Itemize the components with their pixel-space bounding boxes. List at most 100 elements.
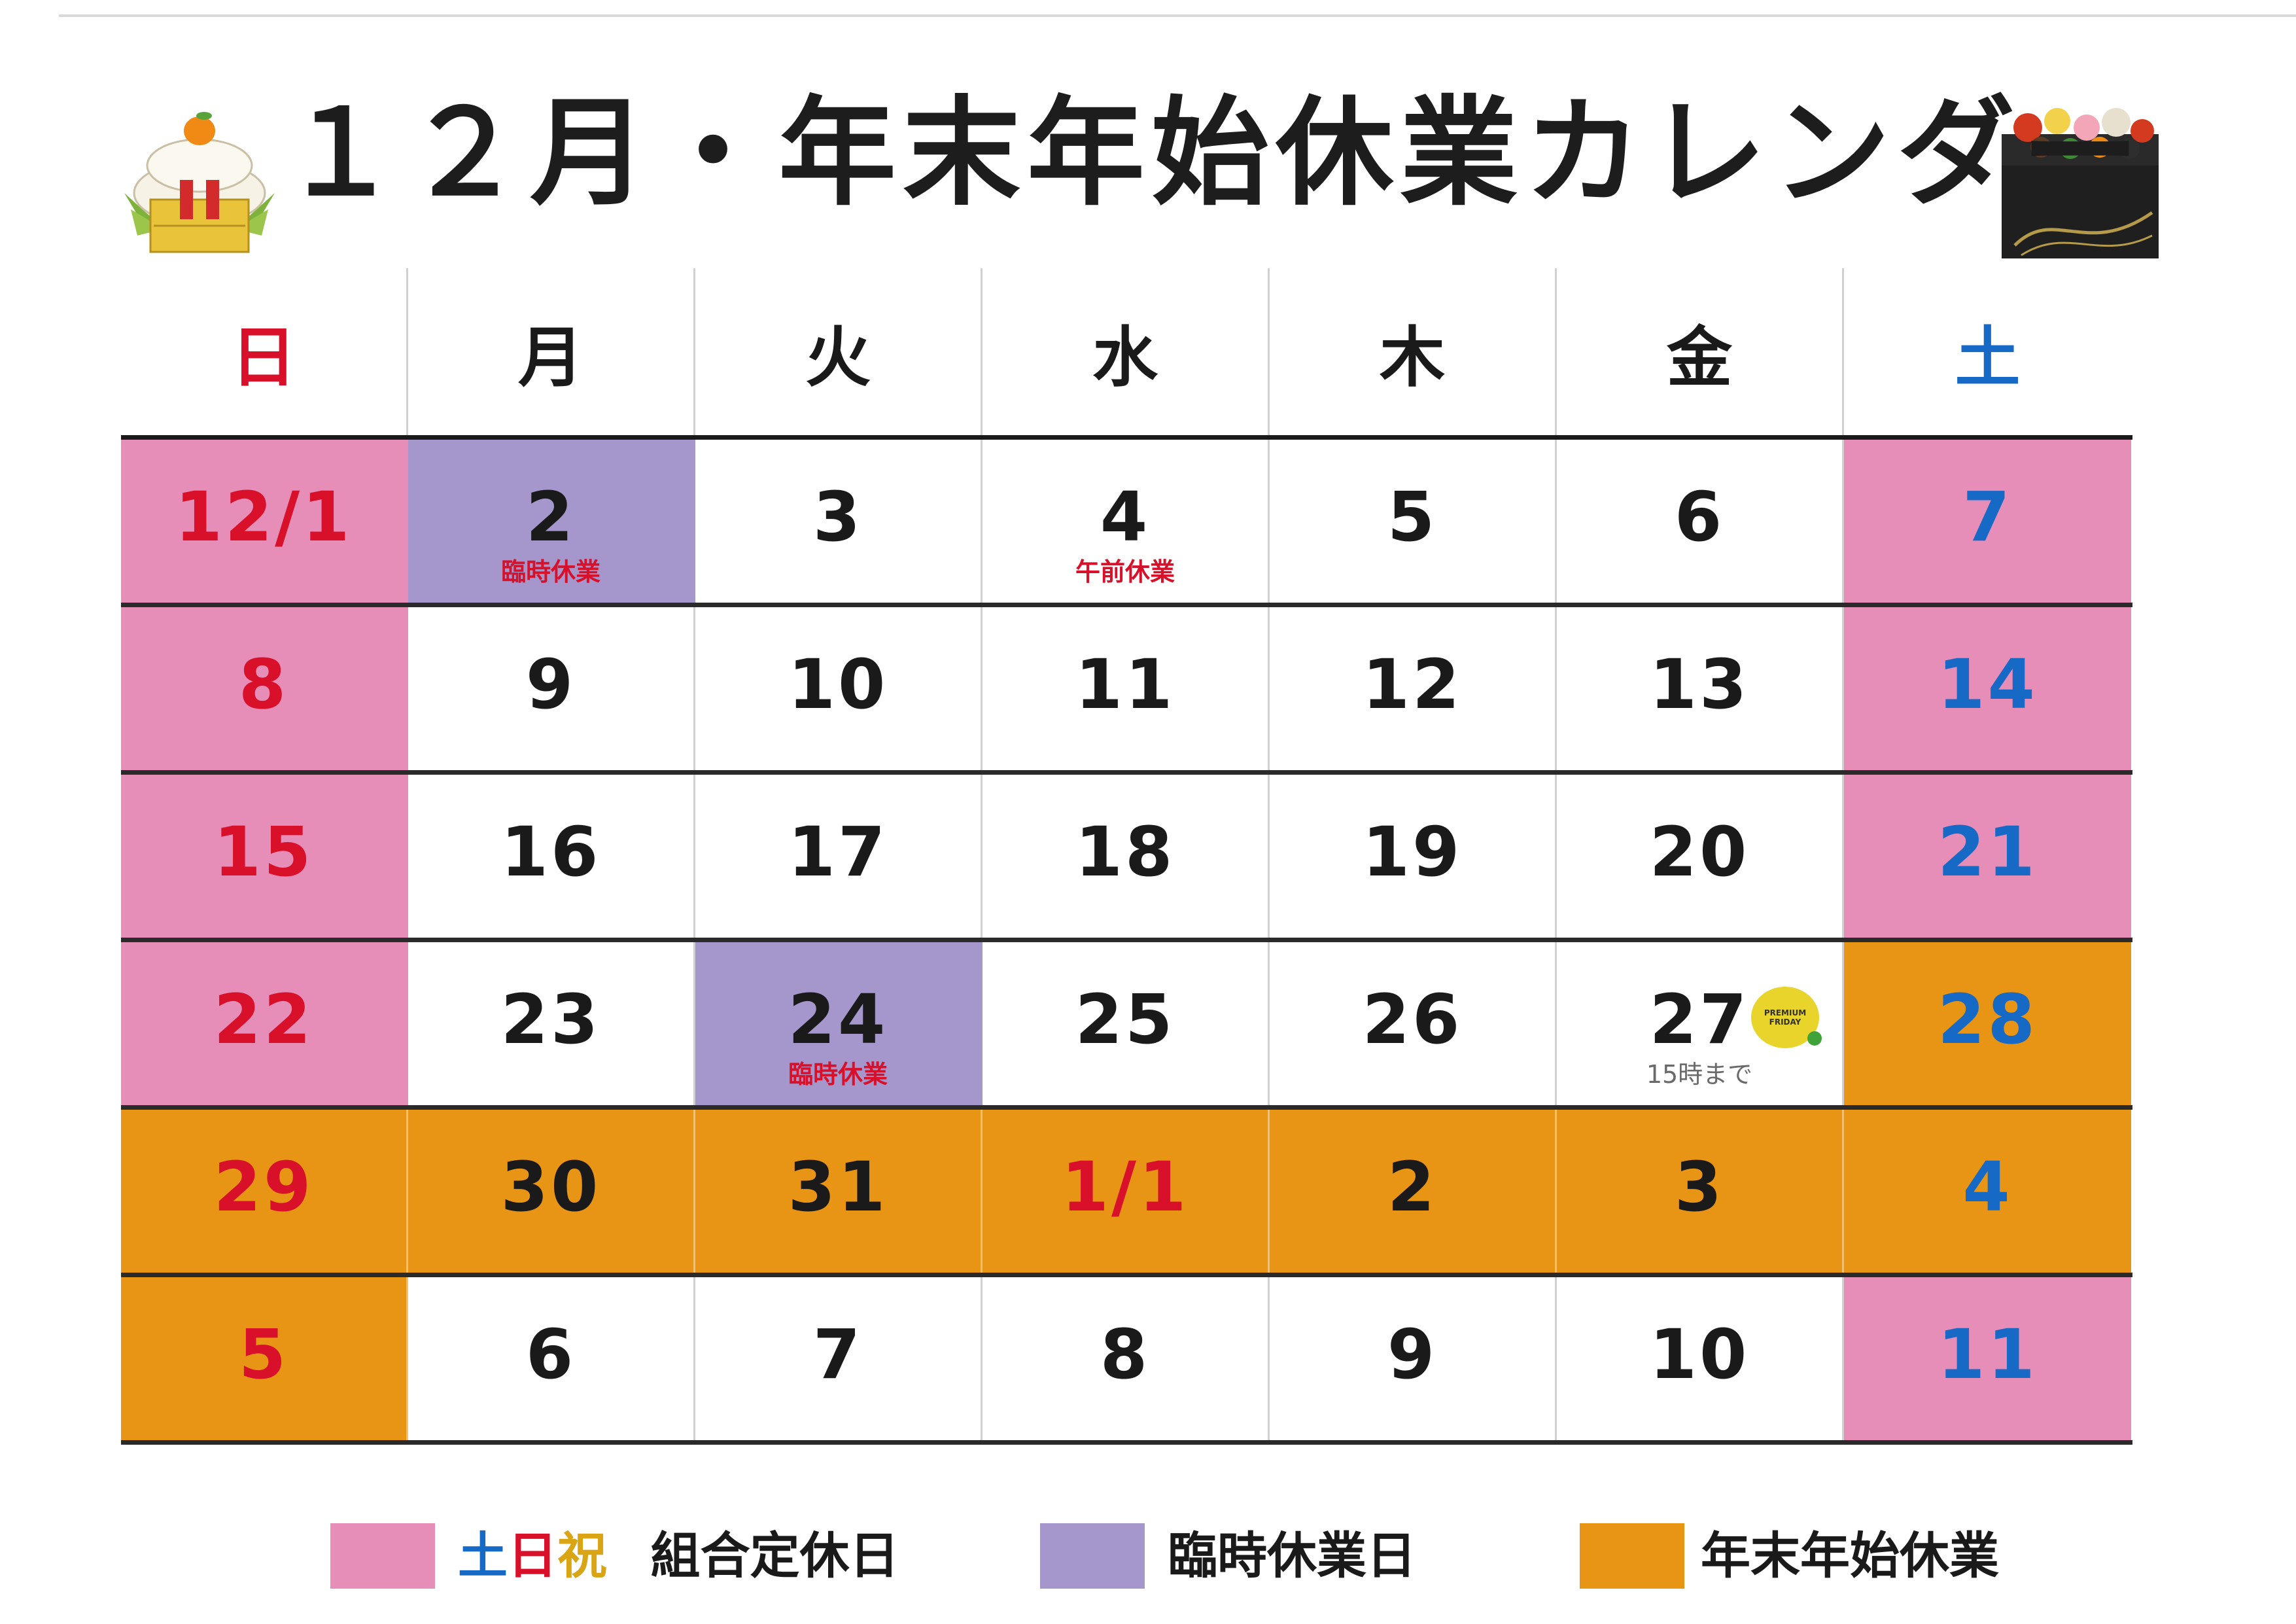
day-number: 13 [1649, 644, 1750, 724]
weekday-thu: 木 [1270, 268, 1557, 435]
calendar-day-cell: 11 [983, 607, 1270, 770]
calendar-day-cell: 12 [1270, 607, 1557, 770]
page-edge [59, 14, 2296, 17]
calendar-day-cell: 16 [408, 775, 695, 938]
calendar-day-cell: 6 [1557, 440, 1844, 603]
calendar-day-cell: 15 [121, 775, 408, 938]
day-number: 23 [500, 980, 601, 1059]
day-number: 10 [788, 644, 888, 724]
calendar-day-cell: 5 [1270, 440, 1557, 603]
premium-friday-line1: PREMIUM [1764, 1008, 1807, 1017]
weekday-tue: 火 [695, 268, 983, 435]
day-number: 27 [1649, 980, 1750, 1059]
day-note: 15時まで [1646, 1060, 1753, 1089]
day-number: 4 [1962, 1147, 2013, 1227]
day-number: 28 [1938, 980, 2038, 1059]
calendar-day-cell: 20 [1557, 775, 1844, 938]
day-number: 17 [788, 812, 888, 892]
calendar-day-cell: 23 [408, 942, 695, 1105]
day-number: 29 [213, 1147, 314, 1227]
day-number: 18 [1075, 812, 1175, 892]
calendar-day-cell: 8 [121, 607, 408, 770]
day-number: 30 [500, 1147, 601, 1227]
day-note: 臨時休業 [500, 557, 600, 586]
calendar-day-cell: 14 [1844, 607, 2131, 770]
day-number: 20 [1649, 812, 1750, 892]
calendar-day-cell: 5 [121, 1277, 408, 1440]
legend-label-holiday: 組合定休日 [650, 1527, 899, 1585]
clover-icon [1807, 1031, 1822, 1046]
day-number: 10 [1649, 1315, 1750, 1394]
day-number: 3 [1674, 1147, 1725, 1227]
calendar-day-cell: 29 [121, 1110, 408, 1273]
day-number: 14 [1938, 644, 2038, 724]
day-number: 12 [1362, 644, 1463, 724]
legend-swatch-pink [330, 1523, 435, 1589]
calendar-week-row: 12/1 2 臨時休業 3 4 午前休業 5 6 7 [121, 440, 2132, 607]
legend-item-holiday: 土日祝 組合定休日 [458, 1523, 899, 1589]
calendar-day-cell: 9 [1270, 1277, 1557, 1440]
calendar-day-cell: 27 15時まで PREMIUM FRIDAY [1557, 942, 1844, 1105]
weekday-sat: 土 [1955, 319, 2021, 396]
calendar-day-cell: 17 [695, 775, 983, 938]
legend-swatch-orange [1580, 1523, 1684, 1589]
day-number: 25 [1075, 980, 1175, 1059]
calendar-day-cell: 3 [1557, 1110, 1844, 1273]
legend-sat: 土 [458, 1527, 508, 1585]
calendar-day-cell: 21 [1844, 775, 2131, 938]
day-number: 5 [1387, 477, 1438, 557]
calendar-day-cell: 24 臨時休業 [695, 942, 983, 1105]
day-note: 午前休業 [1075, 557, 1175, 586]
kagami-mochi-icon [124, 112, 275, 253]
day-number: 6 [525, 1315, 576, 1394]
day-number: 9 [525, 644, 576, 724]
day-number: 15 [213, 812, 314, 892]
day-number: 9 [1387, 1315, 1438, 1394]
day-number: 26 [1362, 980, 1463, 1059]
calendar-day-cell: 10 [695, 607, 983, 770]
day-number: 5 [238, 1315, 289, 1394]
calendar-day-cell: 2 臨時休業 [408, 440, 695, 603]
calendar-day-cell: 7 [1844, 440, 2131, 603]
calendar-day-cell: 12/1 [121, 440, 408, 603]
calendar-week-row: 15 16 17 18 19 20 21 [121, 775, 2132, 942]
calendar-day-cell: 4 [1844, 1110, 2131, 1273]
calendar-day-cell: 10 [1557, 1277, 1844, 1440]
calendar-day-cell: 19 [1270, 775, 1557, 938]
legend-sun: 日 [508, 1527, 557, 1585]
calendar-day-cell: 3 [695, 440, 983, 603]
day-number: 12/1 [175, 477, 353, 557]
calendar-day-cell: 7 [695, 1277, 983, 1440]
calendar-week-row: 8 9 10 11 12 13 14 [121, 607, 2132, 775]
osechi-box-icon [2002, 108, 2159, 258]
weekday-sun: 日 [121, 268, 408, 435]
legend: 土日祝 組合定休日 臨時休業日 年末年始休業 [0, 1517, 2296, 1589]
premium-friday-line2: FRIDAY [1769, 1017, 1801, 1027]
calendar-day-cell: 13 [1557, 607, 1844, 770]
weekday-header-row: 日 月 火 水 木 金 土 [121, 268, 2132, 435]
day-number: 19 [1362, 812, 1463, 892]
calendar-day-cell: 22 [121, 942, 408, 1105]
day-number: 3 [812, 477, 863, 557]
weekday-wed: 水 [983, 268, 1270, 435]
calendar-day-cell: 26 [1270, 942, 1557, 1105]
day-number: 7 [812, 1315, 863, 1394]
calendar-week-row: 29 30 31 1/1 2 3 4 [121, 1110, 2132, 1277]
day-number: 11 [1938, 1315, 2038, 1394]
day-number: 6 [1674, 477, 1725, 557]
day-number: 31 [788, 1147, 888, 1227]
legend-label-newyear: 年末年始休業 [1701, 1527, 1999, 1585]
calendar-week-row: 22 23 24 臨時休業 25 26 27 15時まで PREMIUM FRIDAY 28 [121, 942, 2132, 1110]
day-number: 1/1 [1061, 1147, 1189, 1227]
calendar-day-cell: 31 [695, 1110, 983, 1273]
legend-label-temporary: 臨時休業日 [1168, 1527, 1416, 1585]
calendar-day-cell: 18 [983, 775, 1270, 938]
day-number: 21 [1938, 812, 2038, 892]
day-number: 22 [213, 980, 314, 1059]
day-number: 7 [1962, 477, 2013, 557]
legend-swatch-purple [1040, 1523, 1145, 1589]
day-number: 2 [525, 477, 576, 557]
calendar-week-row: 5 6 7 8 9 10 11 [121, 1277, 2132, 1445]
calendar-grid: 12/1 2 臨時休業 3 4 午前休業 5 6 7 8 9 10 11 12 13 14 15 16 17 18 19… [121, 435, 2132, 1445]
calendar-day-cell: 11 [1844, 1277, 2131, 1440]
